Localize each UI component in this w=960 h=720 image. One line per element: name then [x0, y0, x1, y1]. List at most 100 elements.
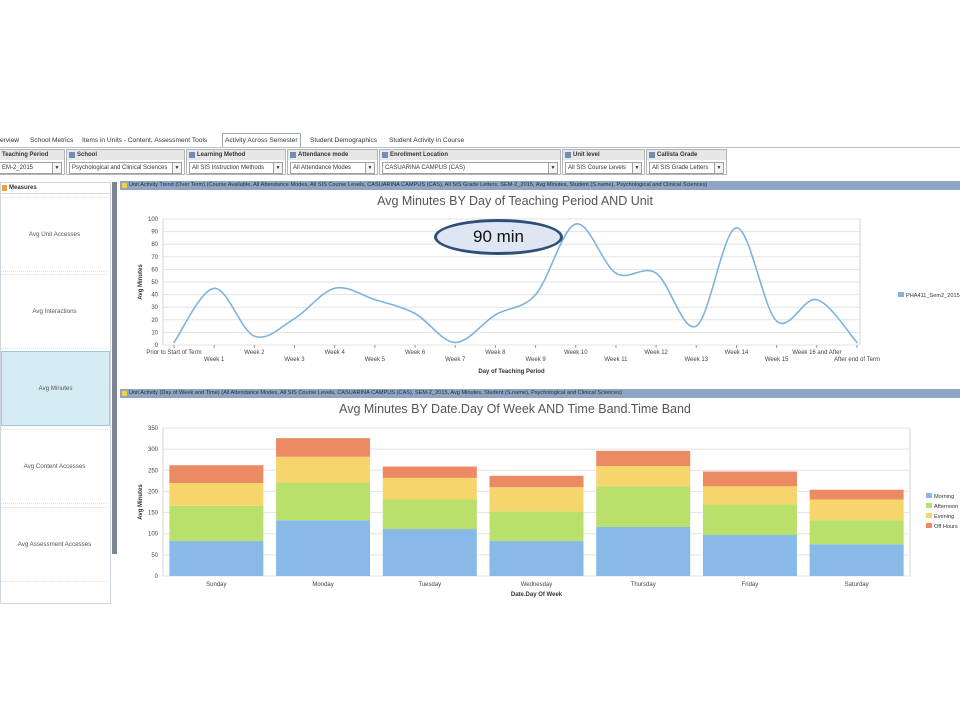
bar-segment [382, 466, 477, 478]
bar-segment [169, 505, 264, 541]
tab-items-in-units[interactable]: Items in Units - Content, Assessment Too… [82, 137, 208, 144]
chevron-down-icon[interactable]: ▼ [52, 163, 61, 173]
bar-segment [809, 544, 904, 576]
y-tick-label: 60 [151, 267, 158, 273]
x-tick-label: Tuesday [418, 582, 441, 588]
enrollment-location-value: CASUARINA CAMPUS (CAS) [385, 165, 466, 171]
filter-teaching-period: Teaching Period EM-2_2015 ▼ [0, 149, 65, 175]
bar-segment [809, 489, 904, 500]
filter-bar: Teaching Period EM-2_2015 ▼ School Psycho… [0, 149, 960, 175]
tab-student-demographics[interactable]: Student Demographics [310, 137, 378, 144]
chevron-down-icon[interactable]: ▼ [714, 163, 723, 173]
data-point [534, 293, 537, 296]
tab-bar: erview School Metrics Items in Units - C… [0, 133, 960, 148]
data-point [173, 341, 175, 344]
bar-segment [382, 477, 477, 500]
x-axis-label: Day of Teaching Period [478, 369, 545, 375]
filter-label: Attendance mode [288, 150, 377, 160]
bar-segment [809, 499, 904, 521]
data-point [695, 325, 698, 327]
y-tick-label: 200 [148, 489, 159, 495]
line-chart-title: Avg Minutes BY Day of Teaching Period AN… [377, 194, 653, 208]
chevron-down-icon[interactable]: ▼ [172, 163, 181, 173]
x-tick-label: Week 5 [365, 357, 386, 363]
school-value: Psychological and Clinical Sciences [72, 165, 168, 171]
data-point [333, 287, 336, 290]
y-tick-label: 100 [148, 217, 159, 223]
y-tick-label: 70 [151, 255, 158, 261]
filter-learning-method: Learning Method All SIS Instruction Meth… [186, 149, 286, 175]
teaching-period-value: EM-2_2015 [2, 165, 34, 171]
data-point [293, 317, 296, 320]
bar-segment [702, 534, 797, 576]
x-tick-label: Week 7 [445, 357, 466, 363]
teaching-period-select[interactable]: EM-2_2015 ▼ [0, 162, 62, 174]
data-point [856, 341, 858, 344]
bar-segment [382, 529, 477, 576]
x-tick-label: Week 8 [485, 350, 506, 356]
chevron-down-icon[interactable]: ▼ [273, 163, 282, 173]
filter-label: Learning Method [187, 150, 285, 160]
unit-level-select[interactable]: All SIS Course Levels ▼ [565, 162, 642, 174]
x-tick-label: Week 6 [405, 350, 426, 356]
legend-swatch [926, 513, 932, 518]
data-point [655, 272, 657, 274]
bar-segment [382, 499, 477, 530]
legend-label: Evening [934, 514, 954, 520]
y-tick-label: 20 [151, 318, 158, 324]
tab-student-activity-in-course[interactable]: Student Activity in Course [389, 137, 465, 144]
data-point [574, 223, 577, 225]
enrollment-location-select[interactable]: CASUARINA CAMPUS (CAS) ▼ [382, 162, 558, 174]
hierarchy-icon [649, 152, 655, 158]
bar-segment [489, 540, 584, 576]
measure-avg-assessment-accesses[interactable]: Avg Assessment Accesses [1, 507, 108, 582]
measure-avg-unit-accesses[interactable]: Avg Unit Accesses [1, 197, 108, 272]
x-tick-label: Week 9 [525, 357, 546, 363]
unit-level-value: All SIS Course Levels [568, 165, 627, 171]
data-point [735, 227, 738, 229]
data-point [374, 298, 376, 301]
hierarchy-icon [189, 152, 195, 158]
chart-icon [122, 183, 127, 188]
bar-segment [489, 475, 584, 488]
school-select[interactable]: Psychological and Clinical Sciences ▼ [69, 162, 182, 174]
x-tick-label: Week 15 [765, 357, 789, 363]
data-point [816, 298, 818, 301]
annotation-callout: 90 min [434, 219, 563, 255]
panel-splitter[interactable] [112, 182, 117, 554]
legend-swatch [926, 503, 932, 508]
callista-grade-select[interactable]: All SIS Grade Letters ▼ [649, 162, 724, 174]
measures-icon [2, 185, 7, 191]
y-tick-label: 80 [151, 242, 158, 248]
y-tick-label: 300 [148, 447, 159, 453]
learning-method-select[interactable]: All SIS Instruction Methods ▼ [189, 162, 283, 174]
chevron-down-icon[interactable]: ▼ [548, 163, 557, 173]
callista-grade-value: All SIS Grade Letters [652, 165, 709, 171]
measure-avg-content-accesses[interactable]: Avg Content Accesses [1, 429, 108, 504]
x-tick-label: After end of Term [834, 357, 880, 363]
x-tick-label: Week 1 [204, 357, 225, 363]
x-tick-label: Week 10 [564, 350, 588, 356]
filter-enrollment-location: Enrollment Location CASUARINA CAMPUS (CA… [379, 149, 561, 175]
attendance-mode-select[interactable]: All Attendance Modes ▼ [290, 162, 375, 174]
tab-school-metrics[interactable]: School Metrics [30, 137, 74, 144]
data-point [454, 341, 457, 344]
bar-segment [489, 487, 584, 512]
x-tick-label: Monday [312, 582, 333, 588]
chevron-down-icon[interactable]: ▼ [632, 163, 641, 173]
tab-activity-across-semester[interactable]: Activity Across Semester [222, 133, 301, 147]
tab-overview[interactable]: erview [0, 137, 20, 144]
measure-avg-minutes[interactable]: Avg Minutes [1, 351, 110, 426]
x-tick-label: Week 4 [325, 350, 346, 356]
y-tick-label: 90 [151, 230, 158, 236]
legend-swatch [926, 523, 932, 528]
filter-unit-level: Unit level All SIS Course Levels ▼ [562, 149, 645, 175]
chevron-down-icon[interactable]: ▼ [365, 163, 374, 173]
x-tick-label: Wednesday [521, 582, 553, 588]
y-tick-label: 50 [151, 280, 158, 286]
measure-avg-interactions[interactable]: Avg Interactions [1, 274, 108, 349]
legend-label: PHA411_Sem2_2015 [906, 293, 960, 299]
y-tick-label: 40 [151, 293, 158, 299]
bar-segment [702, 504, 797, 535]
chart-icon [122, 391, 127, 396]
